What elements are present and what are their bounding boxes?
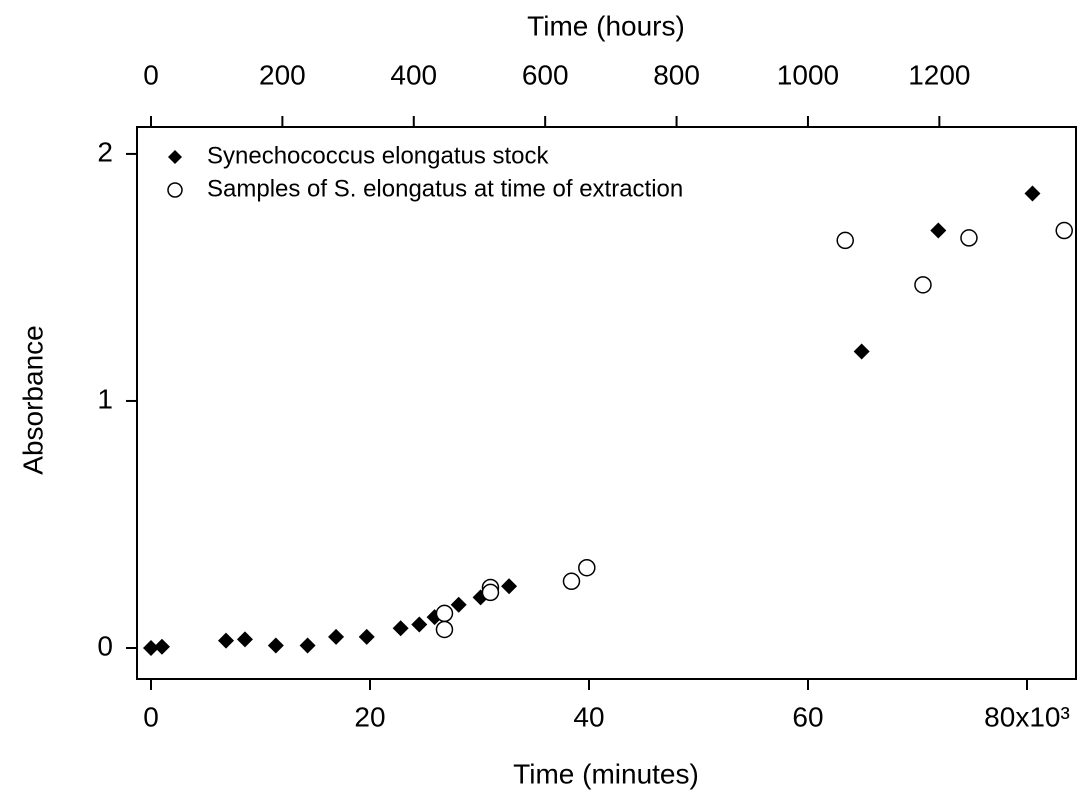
marker: [299, 637, 316, 654]
marker: [435, 620, 454, 639]
legend-label: Synechococcus elongatus stock: [207, 142, 550, 169]
marker: [267, 637, 284, 654]
marker: [914, 276, 932, 294]
marker: [501, 578, 518, 595]
x2-tick-label: 0: [143, 59, 159, 90]
marker: [481, 583, 500, 602]
legend-label: Samples of S. elongatus at time of extra…: [207, 175, 683, 202]
x2-tick-label: 1200: [908, 59, 970, 90]
plot-frame: [136, 126, 1077, 680]
marker: [562, 572, 581, 591]
x2-tick-label: 1000: [777, 59, 839, 90]
x2-tick-label: 200: [259, 59, 306, 90]
y-axis-title: Absorbance: [17, 325, 48, 474]
marker: [328, 628, 345, 645]
marker: [450, 596, 467, 613]
marker: [411, 616, 428, 633]
x-tick-label: 40: [573, 701, 604, 732]
y-tick-label: 0: [97, 630, 113, 661]
marker: [392, 620, 409, 637]
x-tick-label: 20: [354, 701, 385, 732]
y-tick-label: 1: [97, 383, 113, 414]
marker: [853, 343, 870, 360]
y-tick-label: 2: [97, 136, 113, 167]
marker: [1024, 185, 1041, 202]
x-tick-label: 0: [143, 701, 159, 732]
marker: [930, 222, 947, 239]
marker: [236, 631, 253, 648]
marker: [153, 638, 170, 655]
x2-tick-label: 800: [653, 59, 700, 90]
marker: [218, 632, 235, 649]
legend-marker: [167, 182, 183, 198]
x-tick-label: 80x10³: [984, 701, 1070, 732]
marker: [1055, 221, 1073, 240]
marker: [960, 229, 978, 247]
x2-tick-label: 600: [522, 59, 569, 90]
x-axis-title: Time (minutes): [513, 758, 699, 789]
legend-marker: [168, 150, 182, 164]
x-tick-label: 60: [792, 701, 823, 732]
marker: [836, 231, 854, 250]
marker: [358, 628, 375, 645]
x2-tick-label: 400: [390, 59, 437, 90]
marker: [143, 639, 160, 656]
marker: [435, 604, 454, 623]
marker: [578, 558, 596, 577]
x2-axis-title: Time (hours): [527, 10, 685, 41]
